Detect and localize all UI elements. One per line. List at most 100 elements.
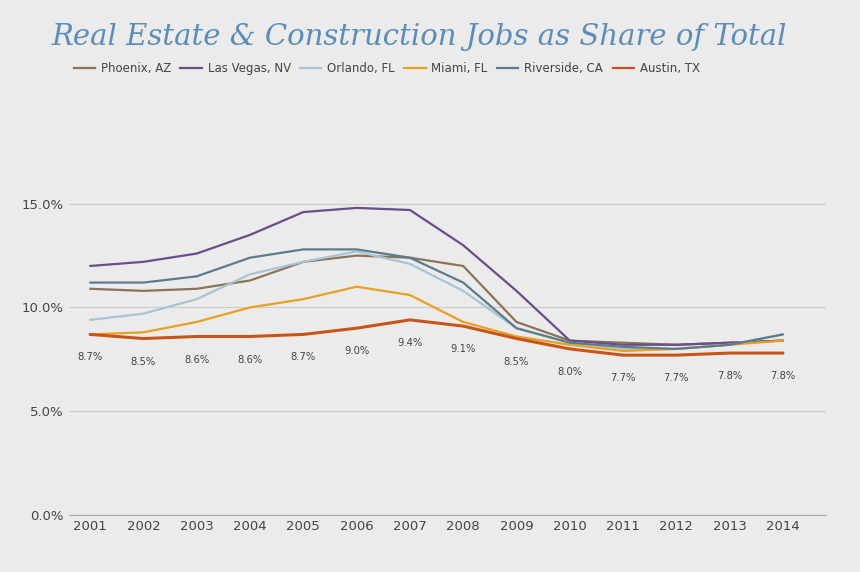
Las Vegas, NV: [724, 339, 734, 346]
Line: Orlando, FL: Orlando, FL: [90, 252, 783, 349]
Las Vegas, NV: [405, 206, 415, 213]
Las Vegas, NV: [458, 242, 469, 249]
Austin, TX: [512, 335, 522, 342]
Orlando, FL: [405, 260, 415, 267]
Orlando, FL: [618, 345, 629, 352]
Miami, FL: [724, 341, 734, 348]
Phoenix, AZ: [298, 259, 309, 265]
Phoenix, AZ: [618, 339, 629, 346]
Austin, TX: [671, 352, 681, 359]
Orlando, FL: [565, 339, 575, 346]
Phoenix, AZ: [565, 337, 575, 344]
Orlando, FL: [512, 325, 522, 332]
Austin, TX: [138, 335, 149, 342]
Austin, TX: [405, 316, 415, 323]
Miami, FL: [138, 329, 149, 336]
Line: Miami, FL: Miami, FL: [90, 287, 783, 351]
Line: Austin, TX: Austin, TX: [90, 320, 783, 355]
Riverside, CA: [138, 279, 149, 286]
Riverside, CA: [245, 254, 255, 261]
Riverside, CA: [405, 254, 415, 261]
Text: 7.7%: 7.7%: [611, 373, 636, 383]
Text: 9.4%: 9.4%: [397, 338, 422, 348]
Austin, TX: [245, 333, 255, 340]
Orlando, FL: [777, 331, 788, 338]
Austin, TX: [85, 331, 95, 338]
Las Vegas, NV: [618, 341, 629, 348]
Text: 8.7%: 8.7%: [291, 352, 316, 363]
Line: Riverside, CA: Riverside, CA: [90, 249, 783, 349]
Las Vegas, NV: [192, 250, 202, 257]
Las Vegas, NV: [777, 337, 788, 344]
Text: 7.8%: 7.8%: [717, 371, 742, 381]
Phoenix, AZ: [671, 341, 681, 348]
Orlando, FL: [458, 288, 469, 295]
Phoenix, AZ: [512, 319, 522, 325]
Line: Phoenix, AZ: Phoenix, AZ: [90, 256, 783, 345]
Riverside, CA: [618, 343, 629, 350]
Austin, TX: [724, 349, 734, 356]
Las Vegas, NV: [245, 232, 255, 239]
Riverside, CA: [724, 341, 734, 348]
Riverside, CA: [352, 246, 362, 253]
Miami, FL: [352, 283, 362, 290]
Orlando, FL: [192, 296, 202, 303]
Orlando, FL: [138, 310, 149, 317]
Miami, FL: [777, 337, 788, 344]
Phoenix, AZ: [138, 288, 149, 295]
Riverside, CA: [192, 273, 202, 280]
Miami, FL: [512, 333, 522, 340]
Riverside, CA: [777, 331, 788, 338]
Text: 9.0%: 9.0%: [344, 346, 369, 356]
Orlando, FL: [245, 271, 255, 278]
Phoenix, AZ: [405, 254, 415, 261]
Riverside, CA: [458, 279, 469, 286]
Phoenix, AZ: [192, 285, 202, 292]
Las Vegas, NV: [138, 259, 149, 265]
Las Vegas, NV: [512, 288, 522, 295]
Austin, TX: [458, 323, 469, 329]
Las Vegas, NV: [565, 337, 575, 344]
Text: 7.8%: 7.8%: [771, 371, 796, 381]
Miami, FL: [458, 319, 469, 325]
Orlando, FL: [724, 341, 734, 348]
Riverside, CA: [85, 279, 95, 286]
Miami, FL: [245, 304, 255, 311]
Austin, TX: [298, 331, 309, 338]
Phoenix, AZ: [352, 252, 362, 259]
Riverside, CA: [512, 325, 522, 332]
Phoenix, AZ: [458, 263, 469, 269]
Phoenix, AZ: [777, 337, 788, 344]
Miami, FL: [671, 345, 681, 352]
Text: Real Estate & Construction Jobs as Share of Total: Real Estate & Construction Jobs as Share…: [52, 23, 787, 51]
Miami, FL: [192, 319, 202, 325]
Text: 8.5%: 8.5%: [131, 356, 156, 367]
Miami, FL: [618, 348, 629, 355]
Miami, FL: [298, 296, 309, 303]
Phoenix, AZ: [724, 339, 734, 346]
Line: Las Vegas, NV: Las Vegas, NV: [90, 208, 783, 345]
Text: 8.6%: 8.6%: [237, 355, 262, 364]
Orlando, FL: [298, 259, 309, 265]
Text: 8.5%: 8.5%: [504, 356, 529, 367]
Riverside, CA: [671, 345, 681, 352]
Legend: Phoenix, AZ, Las Vegas, NV, Orlando, FL, Miami, FL, Riverside, CA, Austin, TX: Phoenix, AZ, Las Vegas, NV, Orlando, FL,…: [69, 57, 704, 80]
Austin, TX: [192, 333, 202, 340]
Riverside, CA: [298, 246, 309, 253]
Orlando, FL: [671, 345, 681, 352]
Austin, TX: [565, 345, 575, 352]
Las Vegas, NV: [671, 341, 681, 348]
Las Vegas, NV: [352, 205, 362, 212]
Las Vegas, NV: [85, 263, 95, 269]
Text: 8.6%: 8.6%: [184, 355, 209, 364]
Riverside, CA: [565, 339, 575, 346]
Austin, TX: [777, 349, 788, 356]
Austin, TX: [618, 352, 629, 359]
Las Vegas, NV: [298, 209, 309, 216]
Text: 8.7%: 8.7%: [77, 352, 102, 363]
Text: 9.1%: 9.1%: [451, 344, 476, 354]
Orlando, FL: [85, 316, 95, 323]
Text: 8.0%: 8.0%: [557, 367, 582, 377]
Phoenix, AZ: [85, 285, 95, 292]
Austin, TX: [352, 325, 362, 332]
